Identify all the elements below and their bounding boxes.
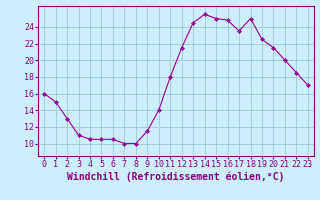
X-axis label: Windchill (Refroidissement éolien,°C): Windchill (Refroidissement éolien,°C) — [67, 172, 285, 182]
